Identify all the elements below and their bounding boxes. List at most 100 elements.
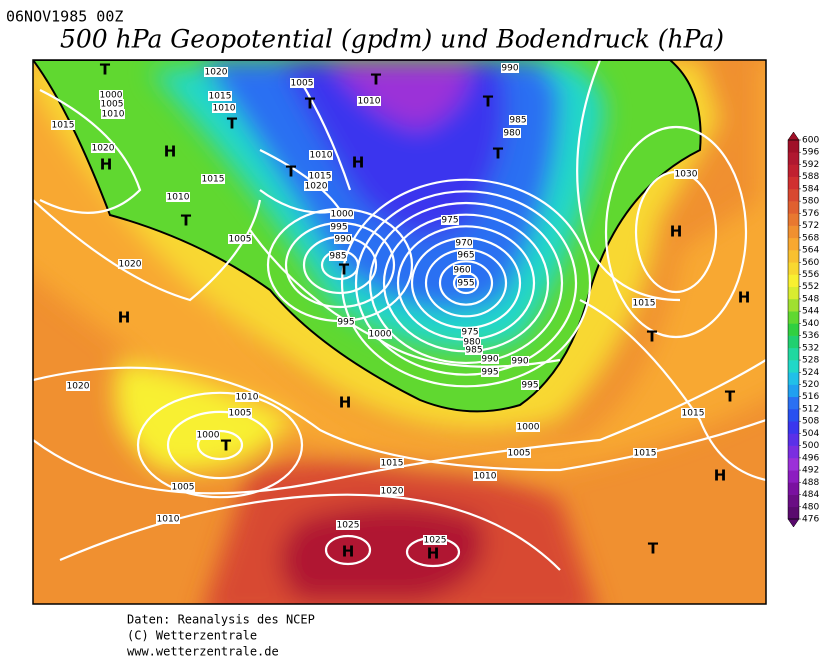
isobar-label: 1000: [369, 330, 392, 340]
isobar-label-box: [156, 514, 180, 524]
colorbar-band: [788, 421, 799, 434]
pressure-center: T: [286, 163, 297, 181]
colorbar-tick-label: 492: [802, 466, 819, 476]
isobar: [354, 190, 578, 376]
isobar-label: 1020: [67, 382, 90, 392]
pressure-center: T: [725, 388, 736, 406]
colorbar-tick-label: 476: [802, 515, 819, 525]
isobar-label: 1020: [205, 68, 228, 78]
isobar-label: 1005: [229, 235, 252, 245]
colorbar-band: [788, 372, 799, 385]
isobar: [368, 201, 564, 365]
isobar-label: 990: [501, 64, 518, 74]
isobar-label-box: [208, 91, 232, 101]
colorbar-band: [788, 311, 799, 324]
isobar-label: 1025: [337, 521, 360, 531]
colorbar-band: [788, 470, 799, 483]
isobar-label-box: [118, 259, 142, 269]
isobar-label: 990: [481, 355, 498, 365]
colorbar-tick-label: 596: [802, 148, 819, 158]
pressure-center: T: [221, 437, 232, 455]
isobar-label-box: [304, 181, 328, 191]
colorbar-tick-label: 504: [802, 429, 819, 439]
colorbar-band: [788, 384, 799, 398]
isobar: [340, 178, 592, 388]
isobar-label: 1030: [675, 170, 698, 180]
pressure-center: T: [647, 328, 658, 346]
colorbar-tick-label: 496: [802, 453, 819, 463]
colorbar-tick-label: 488: [802, 478, 819, 488]
isobar-label: 1020: [305, 182, 328, 192]
map-frame: [32, 59, 767, 605]
isobar-label-box: [501, 63, 519, 73]
isobar-label: 1005: [101, 100, 124, 110]
pressure-center: H: [339, 394, 352, 412]
isobars: [33, 60, 766, 571]
isobar-label-box: [473, 471, 497, 481]
colorbar-band: [788, 213, 799, 226]
isobar-label-box: [674, 169, 698, 179]
isobar-label: 1015: [682, 409, 705, 419]
isobar-label: 1005: [508, 449, 531, 459]
colorbar-tick-label: 588: [802, 172, 819, 182]
isobar-label: 1000: [331, 210, 354, 220]
isobar-label-box: [204, 67, 228, 77]
isobar-label-box: [101, 109, 125, 119]
isobar-label: 1015: [52, 121, 75, 131]
pressure-center: H: [670, 223, 683, 241]
isobar: [438, 260, 494, 306]
colorbar-tick-label: 556: [802, 270, 819, 280]
isobar-label-box: [632, 298, 656, 308]
pressure-center: H: [342, 543, 355, 561]
colorbar-tick-label: 520: [802, 380, 819, 390]
isobar: [324, 534, 372, 566]
isobar-label-box: [228, 234, 252, 244]
isobar-label: 985: [329, 252, 346, 262]
isobar-label: 1015: [202, 175, 225, 185]
colorbar-band: [788, 494, 799, 508]
map-date: 06NOV1985 00Z: [6, 8, 123, 26]
isobar-label: 1015: [633, 299, 656, 309]
pressure-center: T: [493, 145, 504, 163]
field-region: [115, 360, 290, 472]
colorbar-band: [788, 250, 799, 263]
isobar-label-box: [463, 337, 481, 347]
map-area: 1020100010051010101510151010100510109909…: [33, 60, 766, 604]
isobar: [59, 493, 561, 571]
colorbar-tick-label: 584: [802, 184, 819, 194]
colorbar-tick-label: 500: [802, 441, 819, 451]
isobar-label-box: [336, 520, 360, 530]
isobar-label: 990: [334, 235, 351, 245]
isobar-label-box: [457, 250, 475, 260]
pressure-center: H: [427, 545, 440, 563]
colorbar-tick-label: 512: [802, 404, 819, 414]
colorbar-band: [788, 140, 799, 153]
isobar-label-box: [633, 448, 657, 458]
isobar: [33, 359, 766, 495]
isobar-label-box: [368, 329, 392, 339]
colorbar-tick-label: 540: [802, 319, 819, 329]
isobar: [579, 299, 766, 482]
colorbar-tick-label: 528: [802, 356, 819, 366]
isobar-label-box: [309, 150, 333, 160]
colorbar-tick-label: 524: [802, 368, 819, 378]
map-title: 500 hPa Geopotential (gpdm) und Bodendru…: [60, 25, 724, 54]
isobar-label: 1000: [517, 423, 540, 433]
isobar-label-box: [330, 209, 354, 219]
isobar-label-box: [290, 78, 314, 88]
isobar-label: 1005: [291, 79, 314, 89]
colorbar-tick-label: 564: [802, 246, 819, 256]
footer-line: www.wetterzentrale.de: [127, 645, 279, 657]
isobar-label: 1010: [358, 97, 381, 107]
isobar-label: 985: [465, 346, 482, 356]
isobar-label: 980: [503, 129, 520, 139]
isobar: [136, 391, 304, 499]
isobar-label: 960: [453, 266, 470, 276]
colorbar-band: [788, 323, 799, 336]
colorbar-tick-label: 592: [802, 160, 819, 170]
isobar-label: 995: [481, 368, 498, 378]
isobar-label-box: [441, 215, 459, 225]
pressure-center: T: [227, 115, 238, 133]
pressure-center: H: [118, 309, 131, 327]
